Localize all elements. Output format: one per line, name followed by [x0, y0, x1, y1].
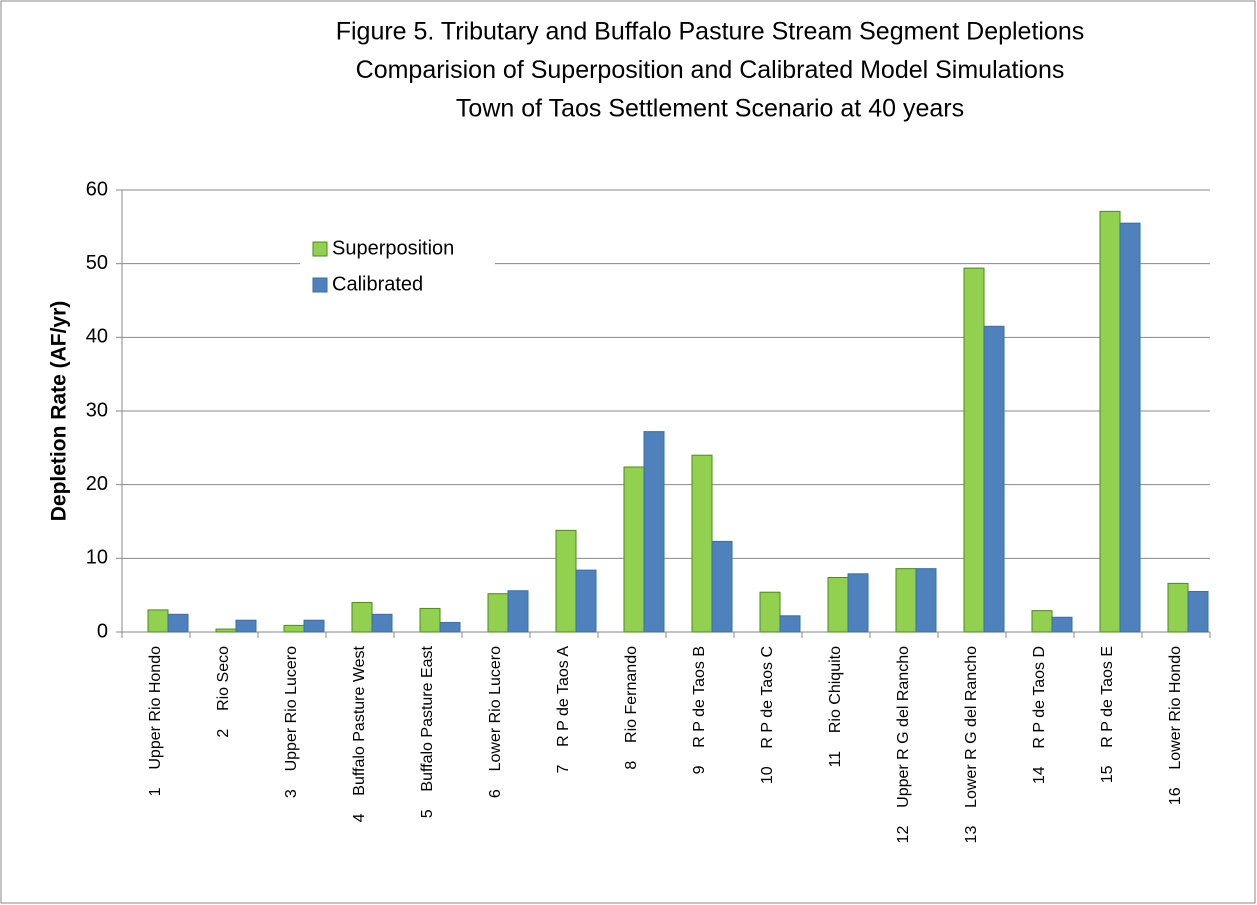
legend-background	[300, 232, 495, 302]
x-tick-label: 13 Lower R G del Rancho	[963, 646, 980, 844]
bar	[419, 607, 441, 633]
bar	[779, 615, 801, 633]
bar	[283, 624, 305, 633]
legend-swatch	[312, 241, 328, 257]
bar	[915, 568, 937, 633]
x-tick-label: 11 Rio Chiquito	[827, 646, 844, 768]
bar	[147, 609, 169, 633]
bar	[827, 576, 849, 633]
x-tick-label: 4 Buffalo Pasture West	[351, 645, 368, 822]
y-tick-label: 40	[86, 326, 108, 348]
bar	[575, 569, 597, 633]
bar	[1187, 590, 1209, 633]
bar	[1119, 222, 1141, 633]
bar	[963, 267, 985, 633]
y-axis-label: Depletion Rate (AF/yr)	[48, 301, 71, 522]
bar	[983, 325, 1005, 633]
bar	[235, 619, 257, 633]
y-tick-label: 20	[86, 473, 108, 495]
bar	[507, 590, 529, 633]
bar	[847, 573, 869, 633]
bar	[351, 602, 373, 633]
legend-swatch	[312, 277, 328, 293]
x-tick-label: 16 Lower Rio Hondo	[1167, 646, 1184, 805]
x-tick-label: 14 R P de Taos D	[1031, 646, 1048, 784]
bar	[439, 621, 461, 633]
x-tick-label: 5 Buffalo Pasture East	[419, 645, 436, 818]
y-tick-label: 0	[97, 620, 108, 642]
bar	[1031, 610, 1053, 633]
bar	[167, 613, 189, 633]
x-tick-label: 6 Lower Rio Lucero	[487, 646, 504, 798]
legend-label: Superposition	[332, 237, 454, 259]
bar	[1099, 210, 1121, 633]
y-tick-label: 50	[86, 252, 108, 274]
x-tick-label: 9 R P de Taos B	[691, 646, 708, 774]
chart-title: Town of Taos Settlement Scenario at 40 y…	[456, 95, 964, 123]
y-tick-label: 60	[86, 178, 108, 200]
chart-title: Figure 5. Tributary and Buffalo Pasture …	[336, 18, 1085, 46]
x-tick-label: 2 Rio Seco	[215, 646, 232, 738]
bar	[895, 568, 917, 633]
bar	[691, 454, 713, 633]
bar	[643, 431, 665, 633]
bar	[215, 628, 237, 633]
bar	[711, 540, 733, 633]
y-tick-label: 10	[86, 547, 108, 569]
bar	[1051, 616, 1073, 633]
legend-label: Calibrated	[332, 273, 423, 295]
bar	[487, 593, 509, 633]
x-tick-label: 10 R P de Taos C	[759, 646, 776, 784]
bar	[1167, 582, 1189, 633]
chart-title: Comparision of Superposition and Calibra…	[356, 56, 1065, 84]
x-tick-label: 7 R P de Taos A	[555, 646, 572, 774]
bar	[371, 613, 393, 633]
x-tick-label: 3 Upper Rio Lucero	[283, 646, 300, 798]
y-tick-label: 30	[86, 399, 108, 421]
bar	[555, 529, 577, 633]
x-tick-label: 8 Rio Fernando	[623, 646, 640, 770]
x-tick-label: 1 Upper Rio Hondo	[147, 646, 164, 796]
x-tick-label: 12 Upper R G del Rancho	[895, 646, 912, 844]
bar	[759, 591, 781, 633]
bar	[303, 619, 325, 633]
x-tick-label: 15 R P de Taos E	[1099, 646, 1116, 783]
bar	[623, 466, 645, 633]
